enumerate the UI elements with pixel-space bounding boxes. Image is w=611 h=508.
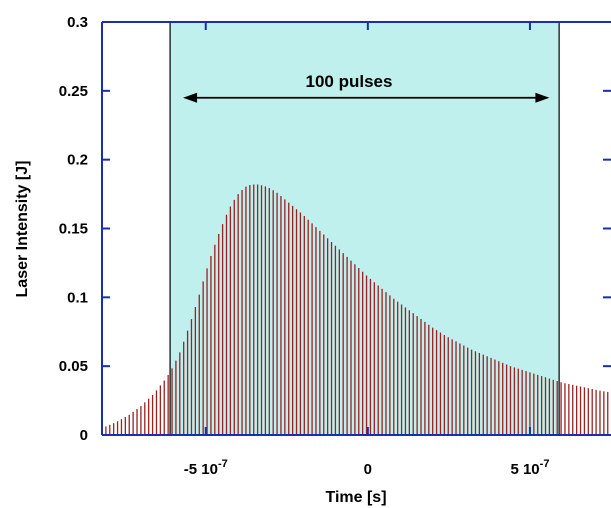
pulse-annotation: 100 pulses	[183, 72, 550, 103]
x-axis-title: Time [s]	[325, 489, 386, 506]
tick-labels: 0 0.05 0.1 0.15 0.2 0.25 0.3 -5 10-7 0 5 10-7	[59, 14, 550, 478]
annotation-arrowhead-left	[183, 92, 198, 103]
y-tick-label-2: 0.1	[67, 289, 88, 306]
y-axis-title: Laser Intensity [J]	[14, 161, 31, 298]
y-tick-label-3: 0.15	[59, 221, 88, 238]
annotation-label: 100 pulses	[306, 72, 393, 91]
x-tick-label-0: -5 10-7	[184, 458, 228, 478]
x-tick-label-2: 5 10-7	[510, 458, 549, 478]
annotation-arrowhead-right	[535, 92, 550, 103]
pulse-bars	[101, 184, 609, 435]
y-tick-label-5: 0.25	[59, 83, 88, 100]
y-tick-label-1: 0.05	[59, 358, 88, 375]
y-tick-label-6: 0.3	[67, 14, 88, 31]
y-tick-label-4: 0.2	[67, 152, 88, 169]
x-tick-label-1: 0	[364, 461, 372, 478]
axis-ticks	[102, 21, 611, 436]
y-tick-label-0: 0	[80, 427, 88, 444]
